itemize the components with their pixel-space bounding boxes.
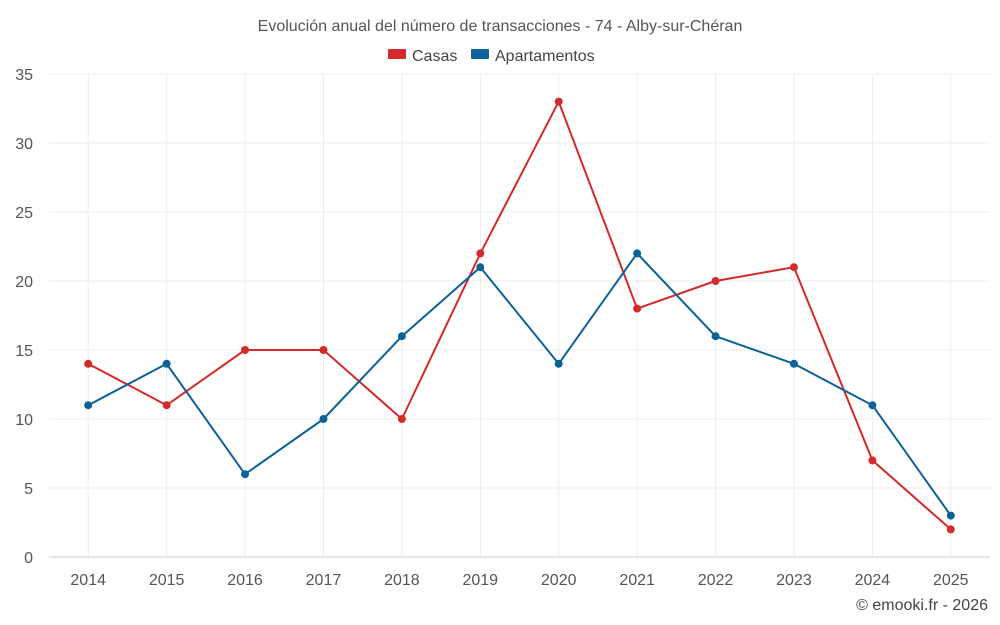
legend: Casas Apartamentos [388,48,595,65]
y-tick-label-20: 20 [15,274,33,291]
x-tick-label-2017: 2017 [306,572,342,589]
series-casas [84,97,955,534]
data-point-apartamentos-2016[interactable] [241,470,250,479]
y-tick-label-30: 30 [15,136,33,153]
legend-label-casas[interactable]: Casas [412,48,457,65]
x-tick-label-2020: 2020 [541,572,577,589]
data-point-apartamentos-2014[interactable] [84,401,93,410]
x-tick-label-2022: 2022 [698,572,734,589]
data-point-casas-2019[interactable] [476,249,485,258]
data-point-casas-2018[interactable] [397,415,406,423]
series [84,97,955,534]
legend-swatch-casas [388,49,406,59]
data-point-apartamentos-2017[interactable] [319,415,328,423]
data-point-casas-2023[interactable] [789,263,798,272]
legend-swatch-apartamentos [471,49,489,59]
data-point-apartamentos-2020[interactable] [554,359,563,368]
data-point-apartamentos-2021[interactable] [633,249,642,258]
data-point-apartamentos-2022[interactable] [711,332,720,341]
data-point-apartamentos-2018[interactable] [397,332,406,341]
y-tick-label-0: 0 [24,550,33,567]
y-tick-label-5: 5 [24,481,33,498]
data-point-casas-2014[interactable] [84,359,93,368]
x-tick-label-2014: 2014 [70,572,106,589]
data-point-apartamentos-2023[interactable] [789,359,798,368]
x-tick-label-2018: 2018 [384,572,420,589]
credit-text: © emooki.fr - 2026 [856,597,988,614]
y-axis-ticks: 0 5 10 15 20 25 30 35 [15,67,33,567]
data-point-apartamentos-2019[interactable] [476,263,485,272]
data-point-casas-2016[interactable] [241,346,250,354]
data-point-casas-2025[interactable] [946,525,955,534]
data-point-casas-2020[interactable] [554,97,563,106]
data-point-apartamentos-2015[interactable] [162,359,171,368]
legend-label-apartamentos[interactable]: Apartamentos [495,48,595,65]
x-tick-label-2021: 2021 [619,572,655,589]
data-point-casas-2017[interactable] [319,346,328,354]
x-tick-label-2015: 2015 [149,572,185,589]
y-tick-label-15: 15 [15,343,33,360]
data-point-apartamentos-2025[interactable] [946,511,955,520]
series-line-apartamentos [87,252,952,517]
y-tick-label-10: 10 [15,412,33,429]
y-tick-label-25: 25 [15,205,33,222]
series-apartamentos [84,249,955,520]
data-point-casas-2024[interactable] [868,456,877,465]
data-point-casas-2022[interactable] [711,277,720,285]
y-tick-label-35: 35 [15,67,33,84]
x-axis-ticks: 2014 2015 2016 2017 2018 2019 2020 2021 2022 2023… [70,572,968,589]
data-point-casas-2015[interactable] [162,401,171,410]
x-tick-label-2023: 2023 [776,572,812,589]
data-point-apartamentos-2024[interactable] [868,401,877,410]
x-tick-label-2016: 2016 [227,572,263,589]
data-point-casas-2021[interactable] [633,304,642,313]
x-tick-label-2019: 2019 [462,572,498,589]
x-tick-label-2025: 2025 [933,572,969,589]
chart-title: Evolución anual del número de transaccio… [258,18,743,35]
x-tick-label-2024: 2024 [855,572,891,589]
series-line-casas [87,100,952,531]
grid [49,73,990,558]
